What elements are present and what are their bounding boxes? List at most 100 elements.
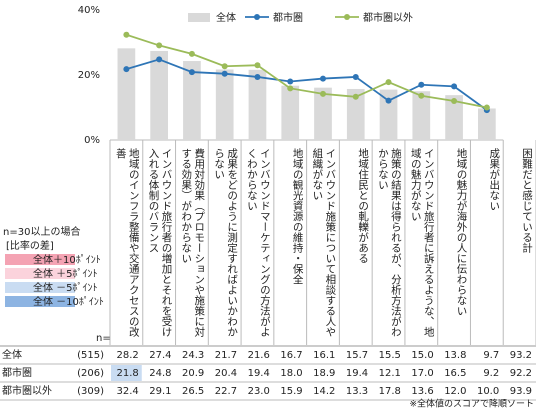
line-marker — [188, 69, 195, 76]
table-value: 13.6 — [411, 386, 433, 397]
table-value: 17.8 — [379, 386, 401, 397]
table-value: 21.8 — [117, 368, 139, 379]
line-marker — [254, 73, 261, 80]
category-label: 成果をどのように測定すればよいかわからない — [213, 148, 239, 337]
bar — [346, 88, 365, 140]
category-label: 地域のインフラ整備や交通アクセスの改善 — [114, 148, 140, 337]
table-value: 12.0 — [444, 386, 466, 397]
sample-size: (309) — [77, 386, 104, 397]
row-label: 都市圏以外 — [2, 384, 52, 397]
highlight-swatch — [5, 282, 75, 293]
line-marker — [123, 66, 130, 73]
table-value: 15.9 — [280, 386, 302, 397]
table-value: 21.6 — [248, 350, 270, 361]
category-label: 費用対効果（プロモーションや施策に対する効果）がわからない — [180, 148, 206, 337]
bar — [379, 89, 398, 140]
table-value: 15.0 — [411, 350, 433, 361]
category-label: インバウンド旅行者の増加とそれを受け入れる体制のバランス — [147, 148, 173, 337]
highlight-cell — [111, 365, 142, 381]
category-label: 地域の観光資源の維持・保全 — [291, 148, 304, 285]
line-marker — [352, 73, 359, 80]
highlight-swatch — [5, 296, 75, 307]
bar — [412, 91, 431, 140]
line-marker — [123, 31, 130, 38]
table-value: 24.3 — [182, 350, 204, 361]
line-marker — [221, 70, 228, 77]
table-value: 9.2 — [483, 368, 499, 379]
y-tick-label: 20% — [78, 70, 100, 81]
table-value: 18.0 — [280, 368, 302, 379]
line-marker — [254, 62, 261, 69]
line-marker — [385, 97, 392, 104]
table-value: 9.7 — [483, 350, 499, 361]
line-marker — [320, 75, 326, 82]
highlight-swatch — [5, 268, 75, 279]
line-marker — [287, 78, 294, 85]
table-value: 28.2 — [117, 350, 139, 361]
series-line — [126, 33, 488, 109]
line-marker — [320, 90, 326, 97]
line-marker — [221, 63, 228, 70]
n-header: n= — [96, 333, 111, 344]
line-marker — [188, 50, 195, 57]
legend-swatch — [188, 13, 210, 22]
highlight-label: 全体＋10ﾎﾟｲﾝﾄ — [33, 253, 101, 266]
line-marker — [418, 92, 425, 99]
table-value: 18.9 — [313, 368, 335, 379]
table-value: 13.3 — [346, 386, 368, 397]
legend-marker — [344, 14, 350, 20]
table-value: 29.1 — [149, 386, 171, 397]
table-value: 20.9 — [182, 368, 204, 379]
line-marker — [156, 56, 163, 63]
table-value: 16.7 — [280, 350, 302, 361]
highlight-label: 全体 ＋5ﾎﾟｲﾝﾄ — [33, 267, 98, 280]
table-value: 24.8 — [149, 368, 171, 379]
line-marker — [451, 98, 458, 104]
sample-size: (206) — [77, 368, 104, 379]
table-value: 16.1 — [313, 350, 335, 361]
table-value: 22.7 — [215, 386, 237, 397]
highlight-swatch — [5, 254, 75, 265]
category-label: 地域住民との軋轢がある — [357, 148, 370, 264]
table-value: 13.8 — [444, 350, 466, 361]
bar — [248, 69, 267, 140]
bar — [314, 87, 332, 140]
table-value: 92.2 — [510, 368, 532, 379]
table-value: 26.5 — [182, 386, 204, 397]
category-label: インバウンド旅行者に訴えるような、地域の魅力がない — [409, 148, 435, 337]
y-tick-label: 40% — [78, 5, 100, 16]
table-value: 23.0 — [248, 386, 270, 397]
table-value: 15.7 — [346, 350, 368, 361]
line-marker — [385, 79, 392, 86]
bar — [150, 50, 169, 141]
line-marker — [418, 81, 425, 88]
table-value: 19.4 — [346, 368, 368, 379]
legend-label: 都市圏以外 — [363, 11, 413, 24]
table-value: 19.4 — [248, 368, 270, 379]
table-value: 12.1 — [379, 368, 401, 379]
row-label: 全体 — [2, 348, 22, 361]
legend-label: 全体 — [216, 11, 236, 24]
category-label: 施策の結果は得られるが、分析方法がわからない — [376, 148, 402, 337]
table-value: 27.4 — [149, 350, 171, 361]
table-value: 15.5 — [379, 350, 401, 361]
category-label: 困難だと感じている計 — [520, 148, 533, 253]
category-label: インバウンドマーケティングの方法がよくわからない — [245, 148, 271, 337]
category-label: 成果が出ない — [488, 148, 501, 211]
series-line — [126, 58, 488, 111]
footnote: ※全体値のスコアで降順ソート — [409, 398, 534, 410]
row-label: 都市圏 — [2, 366, 32, 379]
table-value: 14.2 — [313, 386, 335, 397]
highlight-label: 全体 －5ﾎﾟｲﾝﾄ — [33, 281, 98, 294]
table-value: 17.0 — [411, 368, 433, 379]
legend-label: 都市圏 — [273, 11, 303, 24]
bar — [183, 61, 201, 140]
bar — [215, 69, 234, 140]
line-marker — [287, 85, 294, 92]
table-value: 20.4 — [215, 368, 237, 379]
highlight-title: n=30以上の場合 — [3, 225, 80, 238]
highlight-label: 全体 －10ﾎﾟｲﾝﾄ — [33, 295, 104, 308]
category-label: インバウンド施策について相談する人や組織がない — [311, 148, 337, 337]
